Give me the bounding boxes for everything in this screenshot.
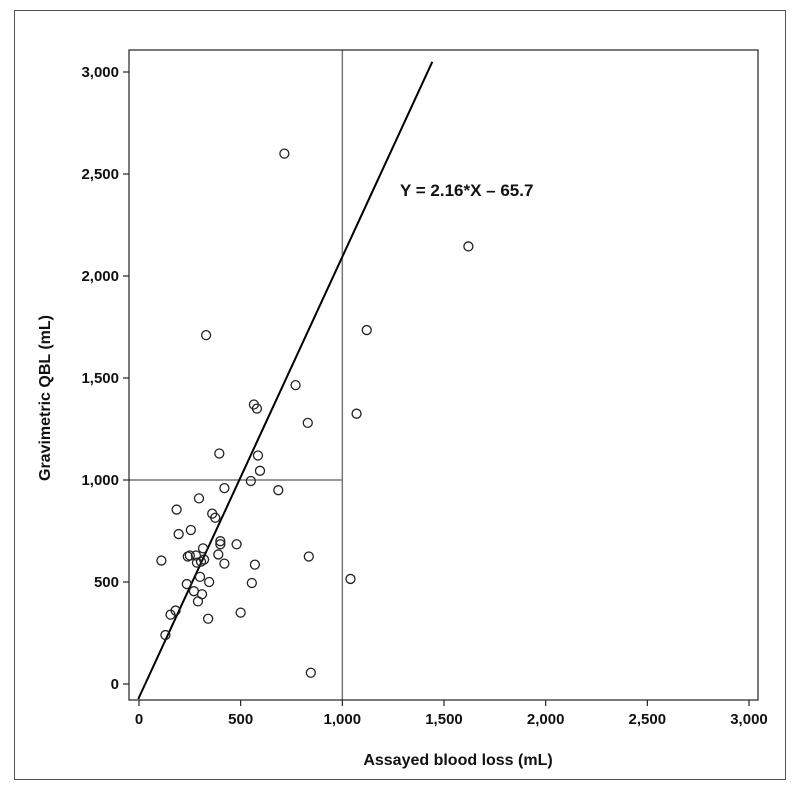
data-point — [351, 408, 362, 419]
data-point — [203, 576, 215, 588]
y-tick-label: 3,000 — [81, 64, 119, 81]
data-point — [273, 485, 284, 496]
regression-line — [144, 61, 434, 685]
data-point — [213, 549, 224, 560]
data-point — [202, 613, 214, 624]
data-point — [249, 559, 261, 570]
regression-line-tail — [137, 683, 147, 700]
data-points — [156, 148, 474, 678]
data-point — [191, 557, 203, 568]
data-point — [194, 571, 206, 583]
x-axis-title: Assayed blood loss (mL) — [363, 752, 552, 769]
data-point — [251, 403, 263, 414]
data-point — [200, 330, 212, 341]
data-point — [215, 539, 226, 550]
data-point — [185, 524, 197, 536]
data-point — [198, 554, 210, 565]
x-tick-label: 2,000 — [527, 711, 565, 728]
regression-equation: Y = 2.16*X – 65.7 — [400, 181, 533, 200]
y-axis-title: Gravimetric QBL (mL) — [37, 315, 54, 481]
data-point — [219, 558, 230, 569]
data-point — [279, 148, 290, 159]
data-point — [193, 493, 205, 504]
plot-area-border — [128, 49, 759, 701]
y-tick-label: 1,500 — [81, 370, 119, 387]
x-tick-label: 2,500 — [629, 711, 667, 728]
data-point — [215, 536, 226, 547]
data-point — [245, 475, 256, 487]
data-point — [184, 550, 195, 561]
data-point — [345, 573, 356, 585]
x-tick-label: 0 — [135, 711, 143, 728]
data-point — [252, 450, 264, 461]
data-point — [170, 605, 181, 616]
data-point — [254, 465, 266, 476]
data-point — [235, 607, 246, 618]
data-point — [195, 556, 207, 567]
regression-line-group — [137, 61, 434, 700]
chart-frame — [14, 10, 786, 780]
data-point — [463, 241, 474, 252]
x-tick-label: 3,000 — [730, 711, 768, 728]
data-point — [171, 504, 182, 515]
data-point — [173, 528, 184, 540]
reference-lines — [129, 50, 344, 700]
ticks: 0 500 1,000 1,500 2,000 2,500 3,000 0 500 1,000 1,… — [81, 64, 767, 728]
data-point — [302, 417, 313, 429]
data-point — [190, 550, 202, 561]
data-point — [231, 539, 242, 550]
data-point — [290, 379, 301, 391]
x-tick-label: 500 — [228, 711, 253, 728]
y-tick-label: 1,000 — [81, 472, 119, 489]
y-tick-label: 500 — [94, 574, 119, 591]
data-point — [197, 543, 209, 554]
data-point — [196, 589, 208, 600]
y-tick-label: 2,000 — [81, 268, 119, 285]
data-point — [156, 555, 167, 566]
data-point — [246, 577, 258, 589]
data-point — [361, 324, 372, 336]
data-point — [303, 551, 314, 562]
data-point — [219, 483, 230, 494]
data-point — [181, 578, 192, 590]
x-tick-label: 1,500 — [425, 711, 463, 728]
y-tick-label: 0 — [111, 676, 119, 693]
axes — [128, 49, 759, 701]
data-point — [210, 512, 221, 523]
data-point — [305, 667, 316, 678]
x-tick-label: 1,000 — [324, 711, 362, 728]
y-tick-label: 2,500 — [81, 166, 119, 183]
data-point — [160, 629, 171, 641]
data-point — [214, 448, 225, 459]
